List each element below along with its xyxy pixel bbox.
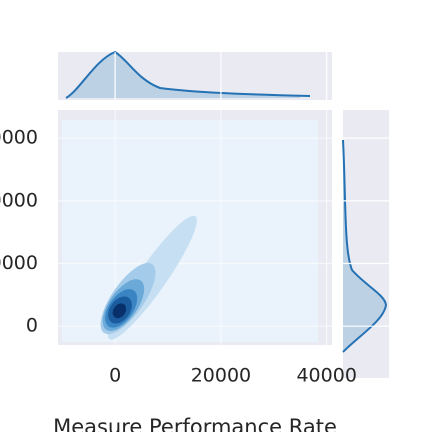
top-kde-fill (66, 52, 300, 98)
y-tick-label: 40000 (0, 189, 38, 211)
x-tick-label: 20000 (191, 365, 251, 387)
right-kde-fill (343, 140, 386, 352)
y-tick-label: 20000 (0, 252, 38, 274)
kde-contours (100, 215, 197, 340)
contour (112, 303, 127, 319)
y-tick-label: 0 (26, 315, 38, 337)
top-kde-line (65, 50, 311, 99)
x-tick-label: 0 (109, 365, 121, 387)
y-tick-label: 60000 (0, 127, 38, 149)
x-tick-label: 40000 (296, 365, 356, 387)
x-axis-label: Measure Performance Rate (53, 415, 337, 432)
